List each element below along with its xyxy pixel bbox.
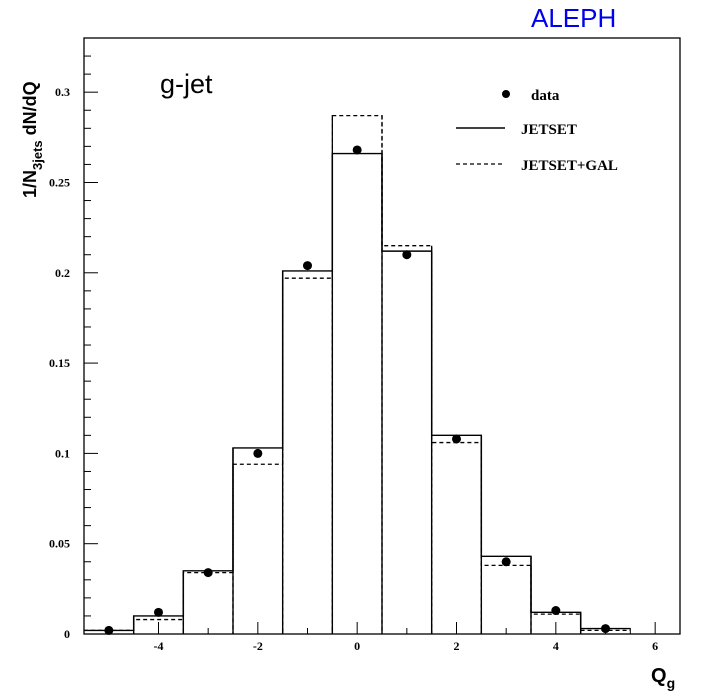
data-point [203, 568, 213, 578]
y-tick-label: 0 [64, 627, 70, 641]
y-tick-label: 0.15 [49, 356, 70, 370]
y-tick-label: 0.25 [49, 175, 70, 189]
experiment-label: ALEPH [531, 3, 616, 33]
x-axis-title-sub: g [667, 675, 676, 691]
data-point [601, 624, 610, 634]
panel-label: g-jet [160, 69, 213, 99]
x-tick-label: -2 [253, 639, 263, 653]
x-tick-label: -4 [154, 639, 164, 653]
legend-label-jetset: JETSET [521, 122, 577, 138]
data-point [551, 606, 561, 616]
legend-marker-data [502, 90, 510, 98]
x-axis-title-main: Q [651, 665, 667, 687]
data-point [501, 557, 511, 567]
data-point [452, 434, 461, 444]
legend: data JETSET JETSET+GAL [456, 88, 618, 174]
jetset-gal-histogram [84, 115, 631, 632]
data-point [303, 261, 312, 271]
y-axis-title-suffix: dN/dQ [20, 81, 40, 140]
y-tick-label: 0.1 [55, 446, 70, 460]
x-axis-title: Qg [651, 665, 675, 691]
y-tick-label: 0.3 [55, 85, 70, 99]
data-point [104, 625, 114, 635]
y-tick-label: 0.05 [49, 537, 70, 551]
y-tick-label: 0.2 [55, 266, 70, 280]
series-layer [84, 115, 631, 635]
data-point [352, 145, 362, 155]
jetset-histogram [84, 152, 631, 632]
x-tick-label: 4 [553, 639, 559, 653]
x-tick-label: 2 [454, 639, 460, 653]
y-axis-title-sub: 3jets [30, 140, 45, 170]
x-tick-label: 6 [652, 639, 658, 653]
legend-label-data: data [531, 88, 560, 104]
y-axis-title: 1/N3jets dN/dQ [20, 81, 45, 198]
data-point [402, 250, 412, 260]
x-tick-label: 0 [354, 639, 360, 653]
y-axis-title-prefix: 1/N [20, 170, 40, 198]
legend-label-jetset-gal: JETSET+GAL [521, 158, 618, 174]
data-point [154, 607, 163, 617]
x-axis: -4 -2 0 2 4 6 [154, 622, 658, 653]
y-axis: 0 0.05 0.1 0.15 0.2 0.25 0.3 [49, 85, 98, 641]
data-point [253, 448, 263, 458]
